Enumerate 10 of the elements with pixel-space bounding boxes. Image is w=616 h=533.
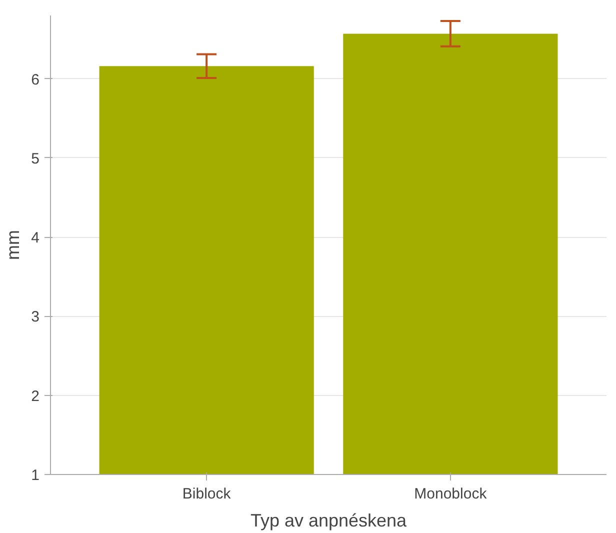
y-axis-title: mm [3, 230, 24, 260]
y-tick-label: 2 [31, 388, 40, 405]
y-tick-label: 4 [31, 230, 40, 247]
y-tick-label: 5 [31, 150, 40, 168]
x-tick-label: Monoblock [414, 486, 488, 502]
y-tick-label: 6 [31, 71, 40, 88]
x-axis-title: Typ av anpnéskena [250, 510, 408, 530]
y-tick-label: 3 [31, 308, 40, 326]
y-tick-label: 1 [31, 467, 40, 484]
x-tick-label: Biblock [182, 486, 232, 502]
